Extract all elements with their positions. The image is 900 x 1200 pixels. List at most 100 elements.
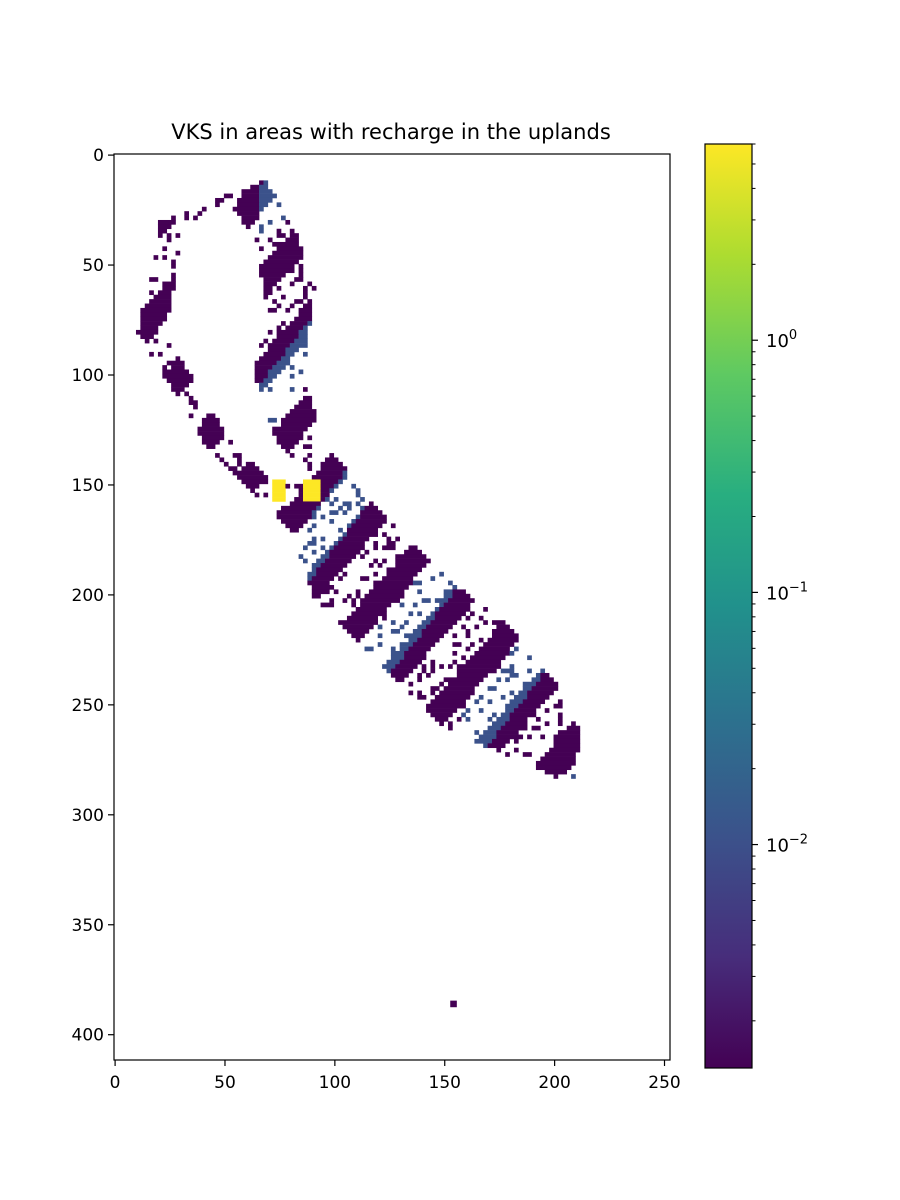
- heatmap-cell: [386, 567, 422, 573]
- heatmap-cell: [474, 650, 510, 656]
- heatmap-cell: [509, 699, 524, 705]
- heatmap-cell: [289, 409, 317, 414]
- heatmap-cell: [386, 571, 418, 577]
- heatmap-cell: [259, 197, 273, 203]
- heatmap-cell: [531, 677, 541, 683]
- heatmap-cell: [302, 351, 308, 357]
- heatmap-cell: [281, 505, 317, 511]
- heatmap-cell: [241, 215, 260, 221]
- heatmap-cell: [267, 219, 273, 225]
- heatmap-cell: [465, 628, 471, 634]
- heatmap-cell: [417, 611, 422, 617]
- heatmap-cell: [338, 576, 343, 581]
- heatmap-cell: [373, 541, 379, 546]
- heatmap-cell: [342, 475, 348, 480]
- heatmap-cell: [267, 343, 291, 348]
- heatmap-cell: [505, 721, 528, 727]
- heatmap-cell: [500, 668, 515, 674]
- heatmap-cell: [421, 664, 427, 669]
- heatmap-cell: [373, 571, 379, 577]
- heatmap-cell: [324, 457, 339, 463]
- heatmap-cell: [443, 589, 453, 595]
- heatmap-cell: [377, 633, 383, 639]
- heatmap-cell: [241, 466, 260, 471]
- heatmap-cell: [316, 571, 339, 577]
- heatmap-cell: [390, 668, 414, 674]
- heatmap-cell: [285, 413, 317, 419]
- heatmap-cell: [232, 453, 242, 458]
- y-axis: 0 50 100 150 200 250 300 350 400: [72, 146, 114, 1046]
- heatmap-cell: [509, 664, 515, 669]
- heatmap-cell: [478, 694, 484, 700]
- heatmap-cell: [368, 563, 374, 568]
- heatmap-cell: [311, 567, 317, 573]
- heatmap-cell: [302, 285, 308, 291]
- heatmap-cell: [267, 387, 273, 392]
- heatmap-cell: [285, 347, 299, 353]
- heatmap-cell: [346, 505, 352, 511]
- heatmap-cell: [175, 250, 181, 256]
- heatmap-cell: [259, 246, 264, 252]
- heatmap-cell: [276, 360, 291, 366]
- heatmap-cell: [360, 576, 370, 581]
- heatmap-cell: [254, 378, 264, 383]
- heatmap-cell: [302, 303, 313, 309]
- heatmap-cell: [483, 607, 488, 612]
- heatmap-cell: [272, 488, 286, 493]
- heatmap-cell: [491, 712, 497, 718]
- heatmap-cell: [263, 492, 269, 498]
- heatmap-cell: [272, 497, 286, 502]
- heatmap-cell: [355, 607, 387, 612]
- heatmap-cell: [298, 554, 304, 559]
- heatmap-cell: [404, 650, 427, 656]
- heatmap-cell: [302, 545, 308, 551]
- colorbar-tick-label: 10−2: [766, 833, 808, 857]
- heatmap-cell: [294, 404, 313, 410]
- heatmap-cell: [439, 681, 444, 687]
- heatmap-cell: [544, 752, 576, 757]
- heatmap-cell: [571, 721, 576, 727]
- heatmap-cell: [355, 593, 361, 599]
- heatmap-cell: [373, 545, 379, 551]
- heatmap-cell: [461, 655, 466, 661]
- heatmap-cell: [285, 219, 291, 225]
- heatmap-cell: [311, 549, 317, 555]
- heatmap-cell: [267, 369, 282, 375]
- heatmap-cell: [557, 721, 563, 727]
- heatmap-cell: [259, 356, 282, 362]
- heatmap-cell: [417, 677, 422, 683]
- heatmap-cell: [329, 510, 339, 515]
- heatmap-cell: [500, 694, 506, 700]
- heatmap-cell: [289, 501, 321, 507]
- heatmap-cell: [162, 285, 176, 291]
- heatmap-cell: [351, 519, 357, 524]
- heatmap-cell: [232, 470, 264, 476]
- heatmap-cell: [386, 536, 392, 542]
- heatmap-cell: [140, 334, 154, 340]
- heatmap-cell: [430, 690, 436, 696]
- heatmap-cell: [351, 483, 357, 489]
- heatmap-cell: [456, 672, 488, 678]
- heatmap-cell: [531, 725, 541, 731]
- heatmap-cell: [496, 716, 510, 722]
- heatmap-cell: [259, 202, 269, 208]
- heatmap-cell: [452, 642, 462, 647]
- heatmap-cell: [355, 488, 361, 493]
- heatmap-cell: [544, 769, 568, 775]
- heatmap-cell: [505, 752, 510, 757]
- heatmap-cell: [478, 708, 484, 713]
- heatmap-cell: [360, 510, 383, 515]
- heatmap-cell: [307, 299, 313, 304]
- heatmap-cell: [461, 712, 466, 718]
- heatmap-cell: [513, 747, 519, 753]
- heatmap-cell: [421, 633, 444, 639]
- heatmap-cell: [263, 281, 277, 287]
- heatmap-cell: [355, 501, 361, 507]
- heatmap-cell: [188, 400, 198, 405]
- heatmap-cell: [399, 646, 409, 652]
- heatmap-cell: [162, 246, 168, 252]
- heatmap-cell: [346, 527, 379, 533]
- heatmap-cell: [307, 576, 313, 581]
- heatmap-cell: [390, 628, 400, 634]
- heatmap-cell: [175, 391, 181, 397]
